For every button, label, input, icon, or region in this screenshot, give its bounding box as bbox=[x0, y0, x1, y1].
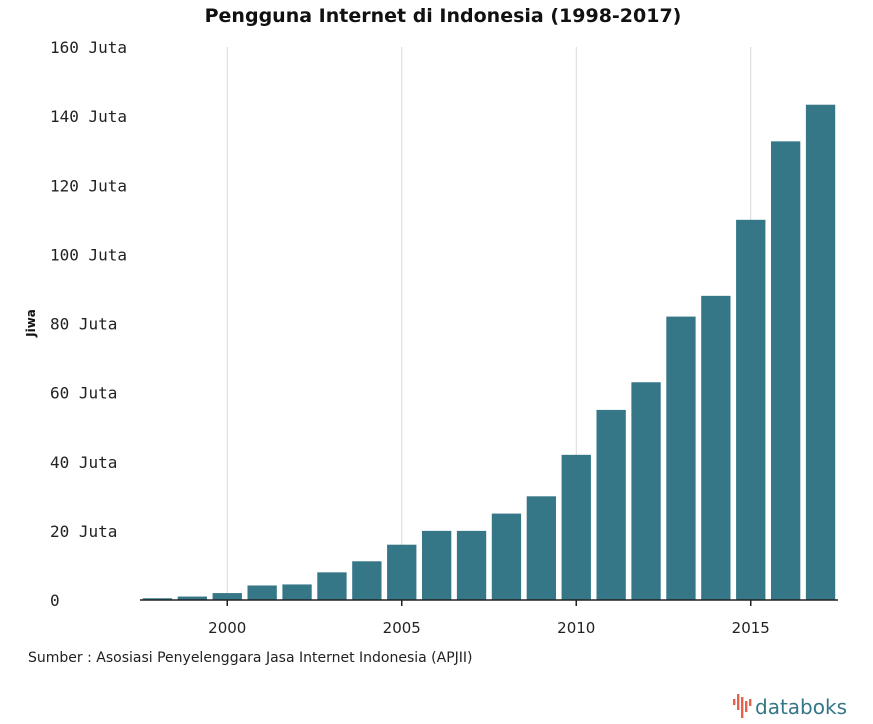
source-note: Sumber : Asosiasi Penyelenggara Jasa Int… bbox=[28, 650, 473, 666]
y-tick-label-100: 100 Juta bbox=[50, 245, 127, 264]
y-tick-label-60: 60 Juta bbox=[50, 384, 117, 403]
bar-2001 bbox=[247, 585, 277, 600]
y-tick-label-120: 120 Juta bbox=[50, 176, 127, 195]
x-axis-ticks: 2000 2005 2010 2015 bbox=[208, 600, 770, 637]
bar-2009 bbox=[526, 496, 557, 600]
bar-2008 bbox=[491, 513, 522, 600]
y-tick-label-0: 0 bbox=[50, 591, 60, 610]
y-axis-label: Jiwa bbox=[24, 309, 38, 338]
brand-name: databoks bbox=[755, 695, 847, 719]
bars bbox=[142, 104, 836, 601]
bar-2000 bbox=[212, 593, 242, 600]
y-axis-ticks: 0 20 Juta 40 Juta 60 Juta 80 Juta 100 Juta 120… bbox=[50, 38, 127, 610]
bar-1999 bbox=[177, 596, 208, 600]
bar-2013 bbox=[666, 316, 696, 600]
x-tick-label-2015: 2015 bbox=[732, 619, 770, 637]
bar-2014 bbox=[701, 295, 731, 600]
bar-2017 bbox=[805, 104, 836, 601]
x-tick-label-2000: 2000 bbox=[208, 619, 246, 637]
bar-1998 bbox=[142, 598, 173, 600]
bar-2012 bbox=[631, 382, 661, 600]
y-tick-label-40: 40 Juta bbox=[50, 453, 117, 472]
bar-2016 bbox=[770, 141, 801, 600]
y-tick-label-80: 80 Juta bbox=[50, 315, 117, 334]
bar-2003 bbox=[317, 572, 347, 600]
databoks-bars-icon bbox=[733, 694, 752, 718]
y-tick-label-140: 140 Juta bbox=[50, 107, 127, 126]
databoks-logo: databoks bbox=[733, 694, 847, 719]
bar-2015 bbox=[736, 219, 766, 600]
x-tick-label-2010: 2010 bbox=[557, 619, 595, 637]
y-tick-label-160: 160 Juta bbox=[50, 38, 127, 57]
bar-2011 bbox=[596, 409, 626, 600]
x-tick-label-2005: 2005 bbox=[383, 619, 421, 637]
bar-2002 bbox=[282, 584, 312, 600]
bar-2010 bbox=[561, 454, 591, 600]
bar-2004 bbox=[352, 561, 382, 600]
bar-2006 bbox=[421, 530, 452, 600]
y-tick-label-20: 20 Juta bbox=[50, 522, 117, 541]
chart-title: Pengguna Internet di Indonesia (1998-201… bbox=[205, 5, 682, 27]
bar-2007 bbox=[456, 530, 487, 600]
bar-2005 bbox=[387, 544, 417, 600]
